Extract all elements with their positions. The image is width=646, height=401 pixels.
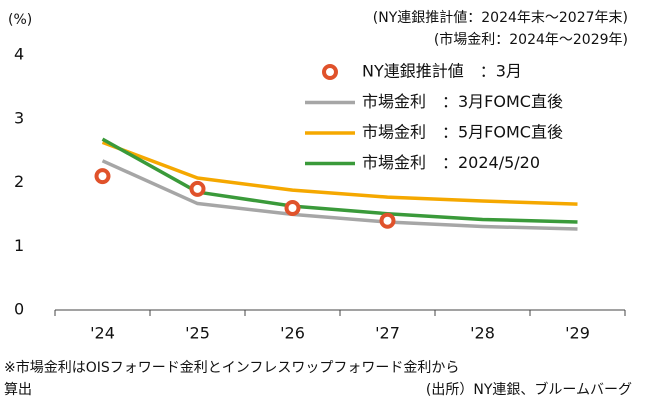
note: (NY連銀推計値：2024年末～2027年末) <box>373 10 628 26</box>
marker <box>284 200 301 216</box>
y-unit: (%) <box>8 12 32 28</box>
x-tick-label: '25 <box>185 324 210 343</box>
legend-label: 市場金利 ：2024/5/20 <box>362 153 540 172</box>
y-tick-label: 1 <box>14 236 24 255</box>
x-tick-label: '28 <box>470 324 495 343</box>
x-tick-label: '24 <box>90 324 115 343</box>
x-tick-label: '26 <box>280 324 305 343</box>
marker <box>189 180 206 197</box>
legend-marker <box>322 64 338 80</box>
y-tick-label: 4 <box>14 45 24 64</box>
legend-label: 市場金利 ：5月FOMC直後 <box>362 123 563 142</box>
footnote: 算出 <box>4 382 32 398</box>
y-tick-label: 2 <box>14 172 24 191</box>
source: (出所）NY連銀、ブルームバーグ <box>426 381 632 398</box>
x-tick-label: '27 <box>375 324 400 343</box>
marker <box>94 168 111 185</box>
line <box>101 140 578 206</box>
x-tick-label: '29 <box>565 324 590 343</box>
footnote: ※市場金利はOISフォワード金利とインフレスワップフォワード金利から <box>4 359 459 376</box>
legend-label: NY連銀推計値 ：3月 <box>362 62 522 81</box>
y-tick-label: 0 <box>14 300 24 319</box>
note: (市場金利：2024年～2029年) <box>434 31 628 48</box>
legend-label: 市場金利 ：3月FOMC直後 <box>362 92 563 111</box>
line <box>101 137 578 224</box>
y-tick-label: 3 <box>14 108 24 127</box>
marker <box>379 212 396 229</box>
line <box>101 159 578 231</box>
